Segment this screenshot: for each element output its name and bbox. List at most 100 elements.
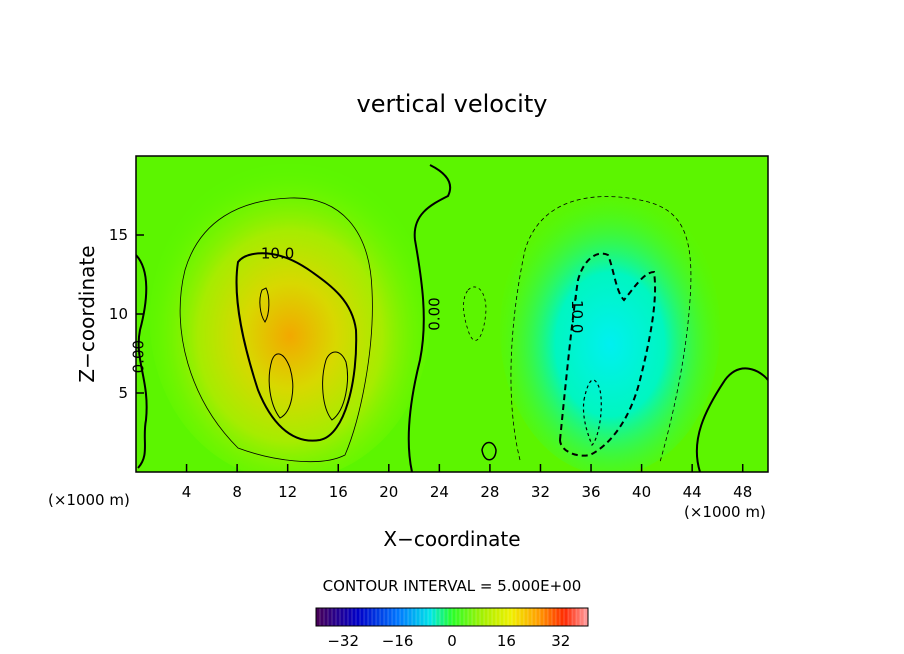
colorbar-cell [508,608,513,626]
colorbar-cell [476,608,481,626]
contour-line-updraft-15c [259,287,270,323]
colorbar-cell [500,608,505,626]
colorbar-cell [564,608,569,626]
colorbar-cell [464,608,469,626]
colorbar-cell [412,608,417,626]
colorbar-cell [512,608,517,626]
colorbar-cell [400,608,405,626]
colorbar-cell [332,608,337,626]
colorbar-cell [548,608,553,626]
contour-line-zero-center [407,164,451,472]
colorbar-cell [560,608,565,626]
contour-label: 10.0 [261,245,294,263]
colorbar-cell [472,608,477,626]
colorbar-cell [484,608,489,626]
colorbar-cell [360,608,365,626]
colorbar-cell [384,608,389,626]
updraft-region [150,160,430,472]
colorbar-cell [320,608,325,626]
colorbar-cell [348,608,353,626]
x-tick-label: 20 [379,483,398,501]
contour-interval-text: CONTOUR INTERVAL = 5.000E+00 [323,577,582,595]
contour-line-downdraft-outer [510,196,692,463]
contour-line-updraft-10 [235,252,358,442]
colorbar-cell [340,608,345,626]
colorbar-cell [368,608,373,626]
colorbar-cell [496,608,501,626]
x-unit-right: (×1000 m) [684,503,766,521]
colorbar-cell [580,608,585,626]
colorbar-tick-label: 0 [447,632,457,650]
colorbar-cell [328,608,333,626]
colorbar-cell [552,608,557,626]
x-tick-label: 12 [278,483,297,501]
contour-line-updraft-15b [322,351,348,421]
x-tick-label: 16 [329,483,348,501]
x-tick-label: 36 [581,483,600,501]
colorbar-cell [556,608,561,626]
x-axis: 4 8 12 16 20 24 28 32 36 40 44 48 [182,464,752,501]
contour-line-small-dashed [463,286,487,341]
colorbar-cell [544,608,549,626]
x-tick-label: 48 [733,483,752,501]
contour-line-zero-left [136,254,148,469]
colorbar-cell [404,608,409,626]
colorbar-cell [428,608,433,626]
colorbar-cell [572,608,577,626]
chart-title: vertical velocity [357,90,548,118]
colorbar-cell [432,608,437,626]
colorbar-cell [436,608,441,626]
colorbar-frame [315,607,589,627]
colorbar-cell [396,608,401,626]
colorbar-cell [424,608,429,626]
colorbar-cell [516,608,521,626]
contour-label: -10.0 [568,295,586,334]
colorbar-cell [460,608,465,626]
colorbar-tick-label: 16 [497,632,516,650]
downdraft-region [500,185,720,472]
contour-labels: 10.0 0.00 -10.0 0.00 [130,245,586,374]
y-axis-label: Z−coordinate [75,245,99,382]
colorbar-cell [536,608,541,626]
colorbar-cell [488,608,493,626]
colorbar-cell [376,608,381,626]
colorbar-tick-label: −32 [327,632,359,650]
plot-area [136,156,768,472]
colorbar-cell [568,608,573,626]
y-tick-label: 5 [118,384,128,402]
y-tick-label: 10 [109,305,128,323]
contour-line-downdraft-inner [582,379,602,446]
colorbar-cell [528,608,533,626]
colorbar-cell [316,608,321,626]
colorbar-cell [576,608,581,626]
colorbar-cell [492,608,497,626]
x-tick-label: 40 [632,483,651,501]
colorbar-cell [532,608,537,626]
contour-line-updraft-15a [268,353,294,419]
x-tick-label: 4 [182,483,192,501]
colorbar-cell [372,608,377,626]
x-tick-label: 32 [531,483,550,501]
colorbar-cell [356,608,361,626]
colorbar-cell [480,608,485,626]
colorbar-cell [520,608,525,626]
x-unit-left: (×1000 m) [48,491,130,509]
colorbar-cell [344,608,349,626]
contour-line-updraft-outer [179,197,373,463]
contour-line-zero-right [695,367,768,472]
x-tick-label: 24 [430,483,449,501]
x-tick-label: 28 [480,483,499,501]
colorbar-cell [452,608,457,626]
colorbar-cell [468,608,473,626]
colorbar-tick-label: 32 [551,632,570,650]
contour-label: 0.00 [425,297,443,330]
contour-line-downdraft-10 [559,252,657,457]
contour-line-small-28 [481,441,497,461]
colorbar-cell [504,608,509,626]
colorbar-cell [392,608,397,626]
colorbar-cell [584,608,589,626]
colorbar-cell [324,608,329,626]
colorbar-cell [524,608,529,626]
colorbar-cell [380,608,385,626]
colorbar-cell [440,608,445,626]
